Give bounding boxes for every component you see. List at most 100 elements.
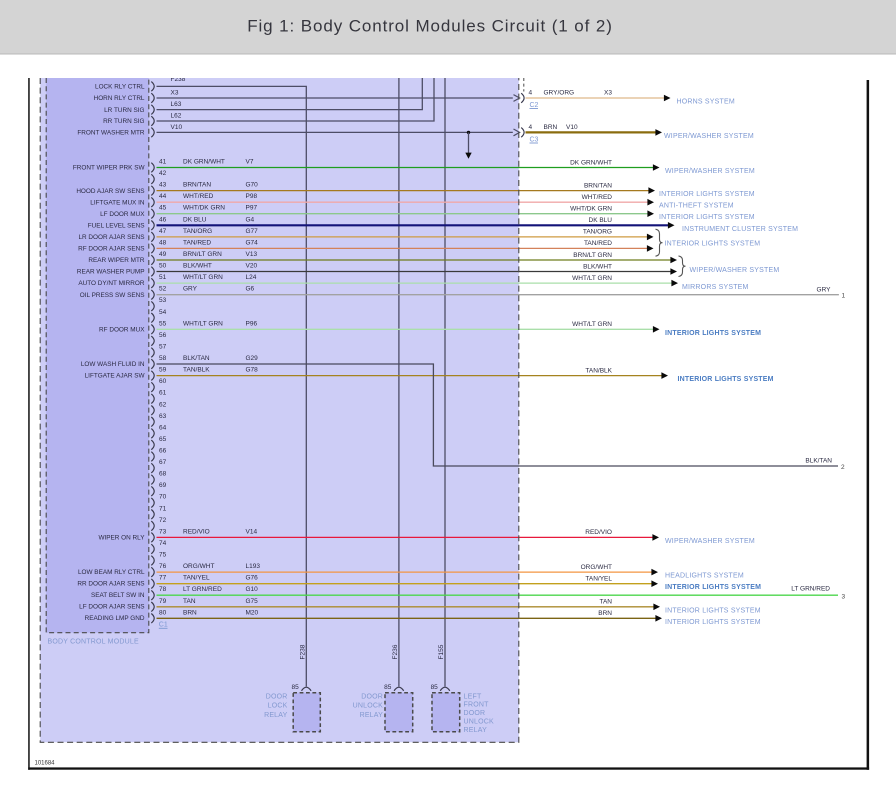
svg-text:TAN/RED: TAN/RED	[183, 239, 211, 246]
svg-text:TAN/RED: TAN/RED	[584, 240, 612, 247]
svg-text:G4: G4	[246, 216, 255, 223]
svg-text:41: 41	[159, 159, 167, 166]
svg-text:69: 69	[159, 482, 167, 489]
svg-text:C3: C3	[530, 137, 539, 144]
svg-text:LR DOOR AJAR SENS: LR DOOR AJAR SENS	[78, 234, 144, 241]
svg-text:ANTI-THEFT SYSTEM: ANTI-THEFT SYSTEM	[659, 203, 734, 210]
svg-text:UNLOCK: UNLOCK	[353, 703, 384, 710]
svg-text:F236: F236	[392, 644, 399, 659]
svg-text:INTERIOR LIGHTS SYSTEM: INTERIOR LIGHTS SYSTEM	[659, 214, 755, 221]
svg-text:46: 46	[159, 216, 167, 223]
svg-text:INTERIOR LIGHTS SYSTEM: INTERIOR LIGHTS SYSTEM	[665, 607, 761, 614]
svg-text:GRY: GRY	[817, 287, 832, 294]
svg-text:F238: F238	[300, 644, 307, 659]
svg-text:V20: V20	[246, 263, 258, 270]
svg-text:55: 55	[159, 320, 167, 327]
svg-text:BLK/WHT: BLK/WHT	[183, 263, 212, 270]
svg-text:RELAY: RELAY	[360, 712, 384, 719]
svg-text:63: 63	[159, 413, 167, 420]
svg-text:WIPER/WASHER SYSTEM: WIPER/WASHER SYSTEM	[665, 168, 755, 175]
svg-text:BLK/TAN: BLK/TAN	[805, 458, 832, 465]
svg-text:71: 71	[159, 505, 167, 512]
svg-text:L24: L24	[246, 274, 257, 281]
svg-text:L63: L63	[171, 101, 182, 108]
svg-text:44: 44	[159, 193, 167, 200]
svg-text:1: 1	[842, 293, 846, 300]
svg-text:GRY/ORG: GRY/ORG	[544, 90, 575, 97]
svg-text:78: 78	[159, 586, 167, 593]
svg-text:WIPER/WASHER SYSTEM: WIPER/WASHER SYSTEM	[665, 538, 755, 545]
svg-text:3: 3	[842, 593, 846, 600]
svg-text:LOCK: LOCK	[268, 703, 288, 710]
svg-text:TAN/YEL: TAN/YEL	[183, 575, 210, 582]
svg-text:V10: V10	[566, 124, 578, 131]
svg-text:G6: G6	[246, 286, 255, 293]
svg-text:65: 65	[159, 436, 167, 443]
svg-text:RR DOOR AJAR SENS: RR DOOR AJAR SENS	[77, 581, 144, 588]
svg-text:RELAY: RELAY	[264, 712, 288, 719]
svg-text:TAN: TAN	[599, 599, 612, 606]
svg-text:TAN/BLK: TAN/BLK	[585, 367, 612, 374]
svg-text:WIPER/WASHER SYSTEM: WIPER/WASHER SYSTEM	[664, 133, 754, 140]
svg-text:HORNS SYSTEM: HORNS SYSTEM	[677, 99, 735, 106]
svg-text:WIPER/WASHER SYSTEM: WIPER/WASHER SYSTEM	[690, 267, 780, 274]
svg-text:L62: L62	[171, 113, 182, 120]
svg-text:62: 62	[159, 401, 167, 408]
svg-text:G10: G10	[246, 586, 259, 593]
svg-text:LIFTGATE MUX IN: LIFTGATE MUX IN	[90, 199, 145, 206]
svg-text:61: 61	[159, 390, 167, 397]
svg-text:ORG/WHT: ORG/WHT	[581, 564, 612, 571]
svg-text:LR TURN SIG: LR TURN SIG	[104, 107, 144, 114]
svg-text:OIL PRESS SW SENS: OIL PRESS SW SENS	[80, 292, 145, 299]
svg-text:45: 45	[159, 205, 167, 212]
svg-text:FRONT WASHER MTR: FRONT WASHER MTR	[77, 130, 144, 137]
svg-text:85: 85	[384, 684, 392, 691]
svg-text:56: 56	[159, 332, 167, 339]
svg-text:60: 60	[159, 378, 167, 385]
svg-text:WHT/LT GRN: WHT/LT GRN	[572, 321, 612, 328]
svg-text:49: 49	[159, 251, 167, 258]
svg-text:68: 68	[159, 471, 167, 478]
svg-text:52: 52	[159, 286, 167, 293]
svg-text:READING LMP GND: READING LMP GND	[85, 615, 145, 622]
svg-text:V7: V7	[246, 159, 254, 166]
svg-text:WIPER ON RLY: WIPER ON RLY	[98, 534, 145, 541]
svg-text:79: 79	[159, 598, 167, 605]
svg-text:C1: C1	[159, 622, 168, 629]
svg-text:TAN/ORG: TAN/ORG	[583, 229, 612, 236]
svg-text:74: 74	[159, 540, 167, 547]
svg-text:DOOR: DOOR	[361, 694, 383, 701]
svg-text:WHT/LT GRN: WHT/LT GRN	[183, 320, 223, 327]
svg-text:F238: F238	[171, 76, 186, 83]
svg-text:DOOR: DOOR	[266, 694, 288, 701]
svg-text:F155: F155	[438, 644, 445, 659]
svg-text:LF DOOR AJAR SENS: LF DOOR AJAR SENS	[79, 604, 144, 611]
svg-text:V10: V10	[171, 124, 183, 131]
svg-text:INTERIOR LIGHTS SYSTEM: INTERIOR LIGHTS SYSTEM	[678, 376, 774, 383]
svg-text:P97: P97	[246, 205, 258, 212]
svg-text:P96: P96	[246, 320, 258, 327]
svg-text:51: 51	[159, 274, 167, 281]
svg-text:WHT/DK GRN: WHT/DK GRN	[570, 206, 612, 213]
svg-text:2: 2	[841, 464, 845, 471]
svg-text:X3: X3	[604, 90, 612, 97]
svg-text:DK BLU: DK BLU	[183, 216, 207, 223]
svg-text:INTERIOR LIGHTS SYSTEM: INTERIOR LIGHTS SYSTEM	[665, 330, 761, 337]
svg-text:72: 72	[159, 517, 167, 524]
svg-text:RR TURN SIG: RR TURN SIG	[103, 118, 144, 125]
svg-text:V13: V13	[246, 251, 258, 258]
svg-text:LIFTGATE AJAR SW: LIFTGATE AJAR SW	[85, 373, 146, 380]
svg-text:85: 85	[431, 684, 439, 691]
svg-text:DK GRN/WHT: DK GRN/WHT	[183, 159, 225, 166]
svg-text:58: 58	[159, 355, 167, 362]
svg-text:L193: L193	[246, 563, 261, 570]
svg-text:76: 76	[159, 563, 167, 570]
svg-text:G74: G74	[246, 239, 259, 246]
svg-text:WHT/RED: WHT/RED	[582, 194, 613, 201]
svg-text:ORG/WHT: ORG/WHT	[183, 563, 214, 570]
svg-text:P98: P98	[246, 193, 258, 200]
svg-text:TAN: TAN	[183, 598, 196, 605]
svg-text:WHT/RED: WHT/RED	[183, 193, 214, 200]
svg-text:DK BLU: DK BLU	[589, 217, 613, 224]
svg-text:G78: G78	[246, 367, 259, 374]
